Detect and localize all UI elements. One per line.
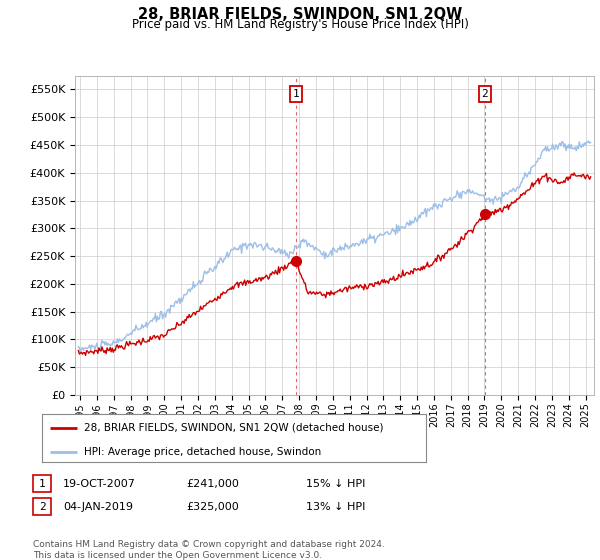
Text: 2: 2 bbox=[38, 502, 46, 512]
Text: 1: 1 bbox=[292, 89, 299, 99]
Text: 28, BRIAR FIELDS, SWINDON, SN1 2QW: 28, BRIAR FIELDS, SWINDON, SN1 2QW bbox=[138, 7, 462, 22]
Text: Price paid vs. HM Land Registry's House Price Index (HPI): Price paid vs. HM Land Registry's House … bbox=[131, 18, 469, 31]
Text: 04-JAN-2019: 04-JAN-2019 bbox=[63, 502, 133, 512]
Text: HPI: Average price, detached house, Swindon: HPI: Average price, detached house, Swin… bbox=[84, 446, 322, 456]
Text: £241,000: £241,000 bbox=[186, 479, 239, 489]
Text: £325,000: £325,000 bbox=[186, 502, 239, 512]
Text: Contains HM Land Registry data © Crown copyright and database right 2024.
This d: Contains HM Land Registry data © Crown c… bbox=[33, 540, 385, 560]
Text: 1: 1 bbox=[38, 479, 46, 489]
Text: 2: 2 bbox=[482, 89, 488, 99]
Text: 19-OCT-2007: 19-OCT-2007 bbox=[63, 479, 136, 489]
Text: 15% ↓ HPI: 15% ↓ HPI bbox=[306, 479, 365, 489]
Text: 13% ↓ HPI: 13% ↓ HPI bbox=[306, 502, 365, 512]
Text: 28, BRIAR FIELDS, SWINDON, SN1 2QW (detached house): 28, BRIAR FIELDS, SWINDON, SN1 2QW (deta… bbox=[84, 423, 384, 433]
